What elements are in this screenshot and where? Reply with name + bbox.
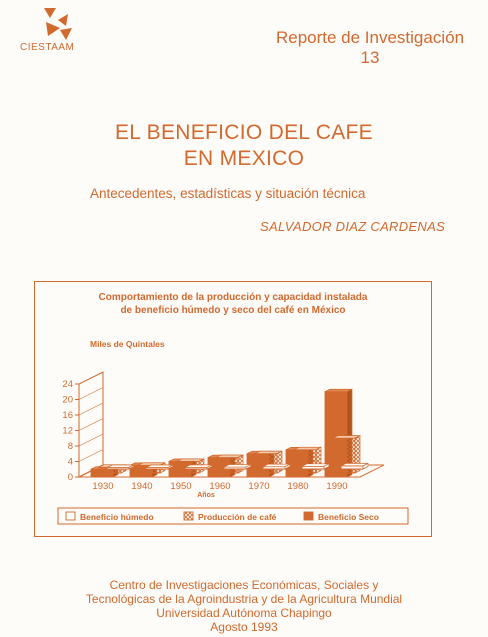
grid-line [78,449,104,462]
x-tick-label: 1930 [92,481,113,492]
bar-side [276,450,283,474]
bar-side [206,464,213,470]
grid-line [78,371,104,385]
bar-side [284,463,291,470]
legend-label: Beneficio Seco [318,512,379,522]
logo-text: CIESTAAM [20,42,75,53]
grid-line [78,418,104,431]
chart-title-line-1: Comportamiento de la producción y capaci… [99,292,368,303]
ciestaam-logo [44,8,72,40]
bar-produccion [293,449,317,474]
y-tick-label: 20 [62,395,73,406]
legend-box [57,507,409,525]
chart-frame [34,281,432,537]
y-tick-label: 24 [62,379,73,390]
legend-label: Producción de café [198,512,277,522]
production-chart: Comportamiento de la producción y capaci… [57,292,409,525]
legend-swatch [303,511,314,521]
grid-line [78,433,104,447]
bar-humedo [340,465,364,470]
y-tick-label: 4 [68,457,73,468]
bar-side [245,463,252,470]
footer-line-3: Universidad Autónoma Chapingo [156,606,332,620]
bar-side [167,464,174,470]
x-axis-label: Años [197,492,215,499]
title-line-1: EL BENEFICIO DEL CAFE [115,121,373,144]
grid-line [78,387,104,400]
document-subtitle: Antecedentes, estadísticas y situación t… [90,186,366,201]
institution-footer: Centro de Investigaciones Económicas, So… [0,578,488,634]
grid-line [78,402,104,416]
report-series: Reporte de Investigación 13 [260,28,480,68]
footer-line-1: Centro de Investigaciones Económicas, So… [109,578,379,592]
footer-line-2: Tecnológicas de la Agroindustria y de la… [85,592,403,606]
y-axis-label: Miles de Quintales [90,339,165,349]
bar-humedo [301,465,325,470]
x-tick-label: 1980 [287,481,308,492]
legend-label: Beneficio húmedo [80,512,154,522]
title-line-2: EN MEXICO [183,147,305,170]
y-tick-label: 16 [62,410,73,421]
x-tick-label: 1950 [170,481,191,492]
y-tick-label: 12 [62,426,73,437]
y-tick-label: 8 [68,441,73,452]
bar-side [362,462,369,470]
x-tick-label: 1960 [209,481,230,492]
chart-title-line-2: de beneficio húmedo y seco del café en M… [120,305,345,316]
legend-swatch [183,511,194,521]
footer-line-4: Agosto 1993 [210,620,278,634]
bar-side [237,454,244,474]
document-author: SALVADOR DIAZ CARDENAS [260,219,446,234]
series-number: 13 [360,48,380,67]
x-tick-label: 1990 [326,481,347,492]
bar-side [323,463,330,470]
series-label: Reporte de Investigación [275,28,465,47]
x-tick-label: 1970 [248,481,269,492]
document-title: EL BENEFICIO DEL CAFE EN MEXICO [0,120,488,172]
legend-swatch [65,511,76,521]
bar-produccion [254,453,278,474]
chart-legend: Beneficio húmedo Producción de café Benefi… [57,507,409,525]
bar-side [128,464,135,470]
x-tick-label: 1940 [131,481,152,492]
y-tick-label: 0 [68,472,73,483]
